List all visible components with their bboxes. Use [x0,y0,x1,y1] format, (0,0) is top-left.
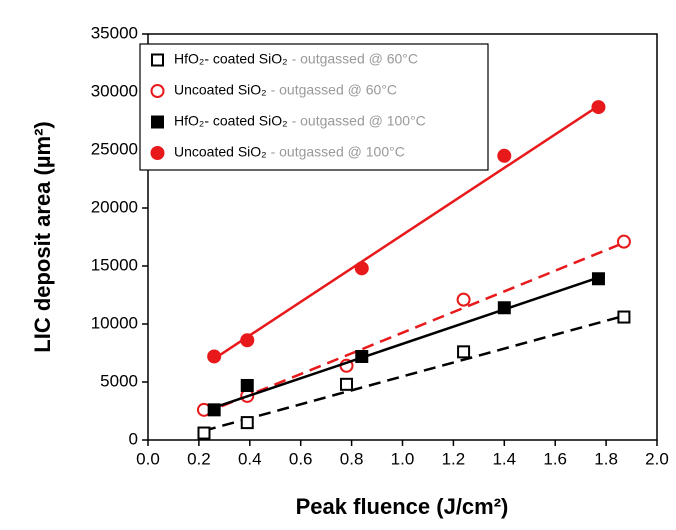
data-point [207,403,221,417]
data-point [240,416,254,430]
legend-condition: - outgassed @ 60°C [271,82,397,98]
legend-marker [151,115,164,129]
data-point [240,333,255,348]
y-tick-label: 30000 [91,81,138,100]
x-tick-label: 0.4 [238,449,262,468]
x-tick-label: 1.4 [492,449,516,468]
fit-line [203,241,625,415]
x-tick-label: 0.8 [340,449,364,468]
fit-line [213,104,600,360]
x-tick-label: 0.6 [289,449,313,468]
legend-label: Uncoated SiO₂ [174,82,267,98]
y-tick-label: 25000 [91,139,138,158]
data-point [340,377,354,391]
x-axis-title: Peak fluence (J/cm²) [296,494,509,519]
y-tick-label: 10000 [91,313,138,332]
data-point [616,234,631,249]
legend-marker [150,84,165,98]
x-tick-label: 1.2 [442,449,466,468]
data-point [497,301,511,315]
x-tick-label: 0.2 [187,449,211,468]
x-tick-label: 1.6 [543,449,567,468]
x-tick-label: 1.8 [594,449,618,468]
x-tick-label: 2.0 [645,449,669,468]
x-tick-label: 1.0 [391,449,415,468]
legend-marker [150,146,165,160]
legend-symbol [150,146,165,160]
data-point [497,148,512,163]
fit-line [213,276,599,409]
y-tick-label: 20000 [91,197,138,216]
legend-label: HfO₂- coated SiO₂ [174,51,288,67]
y-tick-label: 5000 [100,371,138,390]
data-point [457,345,471,359]
legend-symbol [150,84,165,98]
data-point [197,426,211,440]
legend-symbol [151,115,164,129]
legend-condition: - outgassed @ 100°C [292,113,426,129]
y-axis-title: LIC deposit area (µm²) [30,121,55,352]
y-tick-label: 0 [129,429,138,448]
y-tick-label: 15000 [91,255,138,274]
legend-condition: - outgassed @ 60°C [292,51,418,67]
data-point [354,261,369,276]
data-point [591,100,606,115]
legend-marker [151,53,164,67]
data-point [240,378,254,392]
legend-label: HfO₂- coated SiO₂ [174,113,288,129]
data-point [591,272,605,286]
y-tick-label: 35000 [91,23,138,42]
legend-label: Uncoated SiO₂ [174,144,267,160]
fit-line [203,314,625,432]
data-point [456,292,471,307]
legend-condition: - outgassed @ 100°C [271,144,405,160]
legend-symbol [151,53,164,67]
data-point [355,349,369,363]
data-point [207,349,222,364]
data-point [617,310,631,324]
x-tick-label: 0.0 [136,449,160,468]
legend-box [139,43,489,171]
